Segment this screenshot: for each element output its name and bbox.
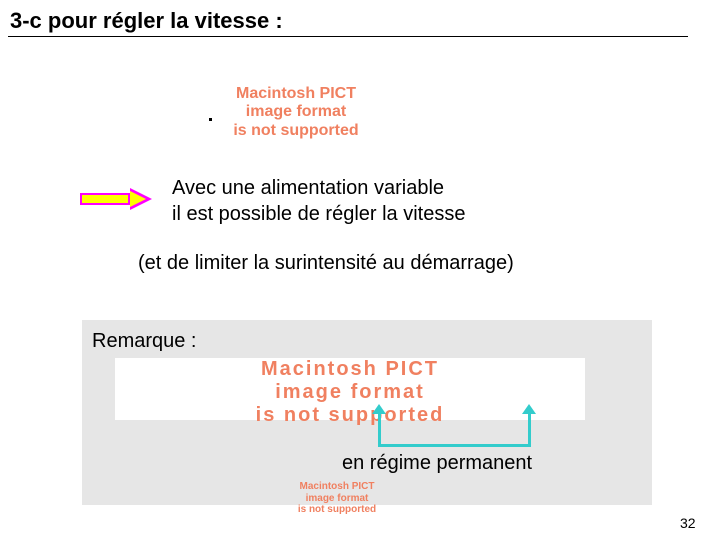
page-number: 32 (680, 515, 696, 531)
slide: 3-c pour régler la vitesse : Macintosh P… (0, 0, 720, 540)
arrow-up-line-right (528, 414, 531, 447)
regime-text: en régime permanent (342, 450, 532, 476)
remarque-label: Remarque : (92, 328, 197, 354)
pict-placeholder-1: Macintosh PICT image format is not suppo… (196, 85, 396, 140)
arrow-shaft (80, 193, 130, 205)
pict-line: is not supported (196, 122, 396, 140)
pict-line: image format (270, 493, 404, 505)
pict-line: Macintosh PICT (115, 358, 585, 381)
slide-title: 3-c pour régler la vitesse : (10, 8, 283, 34)
callout-arrow-icon (80, 188, 154, 210)
pict-placeholder-2: Macintosh PICT image format is not suppo… (115, 358, 585, 427)
arrow-head-fill (130, 191, 146, 207)
pict-line: image format (115, 381, 585, 404)
pict-line: Macintosh PICT (270, 481, 404, 493)
arrow-up-line-left (378, 414, 381, 447)
title-underline (8, 36, 688, 37)
arrow-connector-bar (378, 444, 528, 447)
pict-line: Macintosh PICT (196, 85, 396, 103)
arrow-up-head-left (372, 404, 386, 414)
pict-placeholder-3: Macintosh PICT image format is not suppo… (270, 481, 404, 516)
body-text-1: Avec une alimentation variable il est po… (172, 175, 465, 227)
text-line: il est possible de régler la vitesse (172, 201, 465, 227)
text-line: Avec une alimentation variable (172, 175, 465, 201)
body-text-2: (et de limiter la surintensité au démarr… (138, 250, 514, 276)
pict-line: image format (196, 103, 396, 121)
arrow-up-head-right (522, 404, 536, 414)
pict-line: is not supported (270, 504, 404, 516)
bullet-dot (209, 118, 212, 121)
pict-line: is not supported (115, 404, 585, 427)
